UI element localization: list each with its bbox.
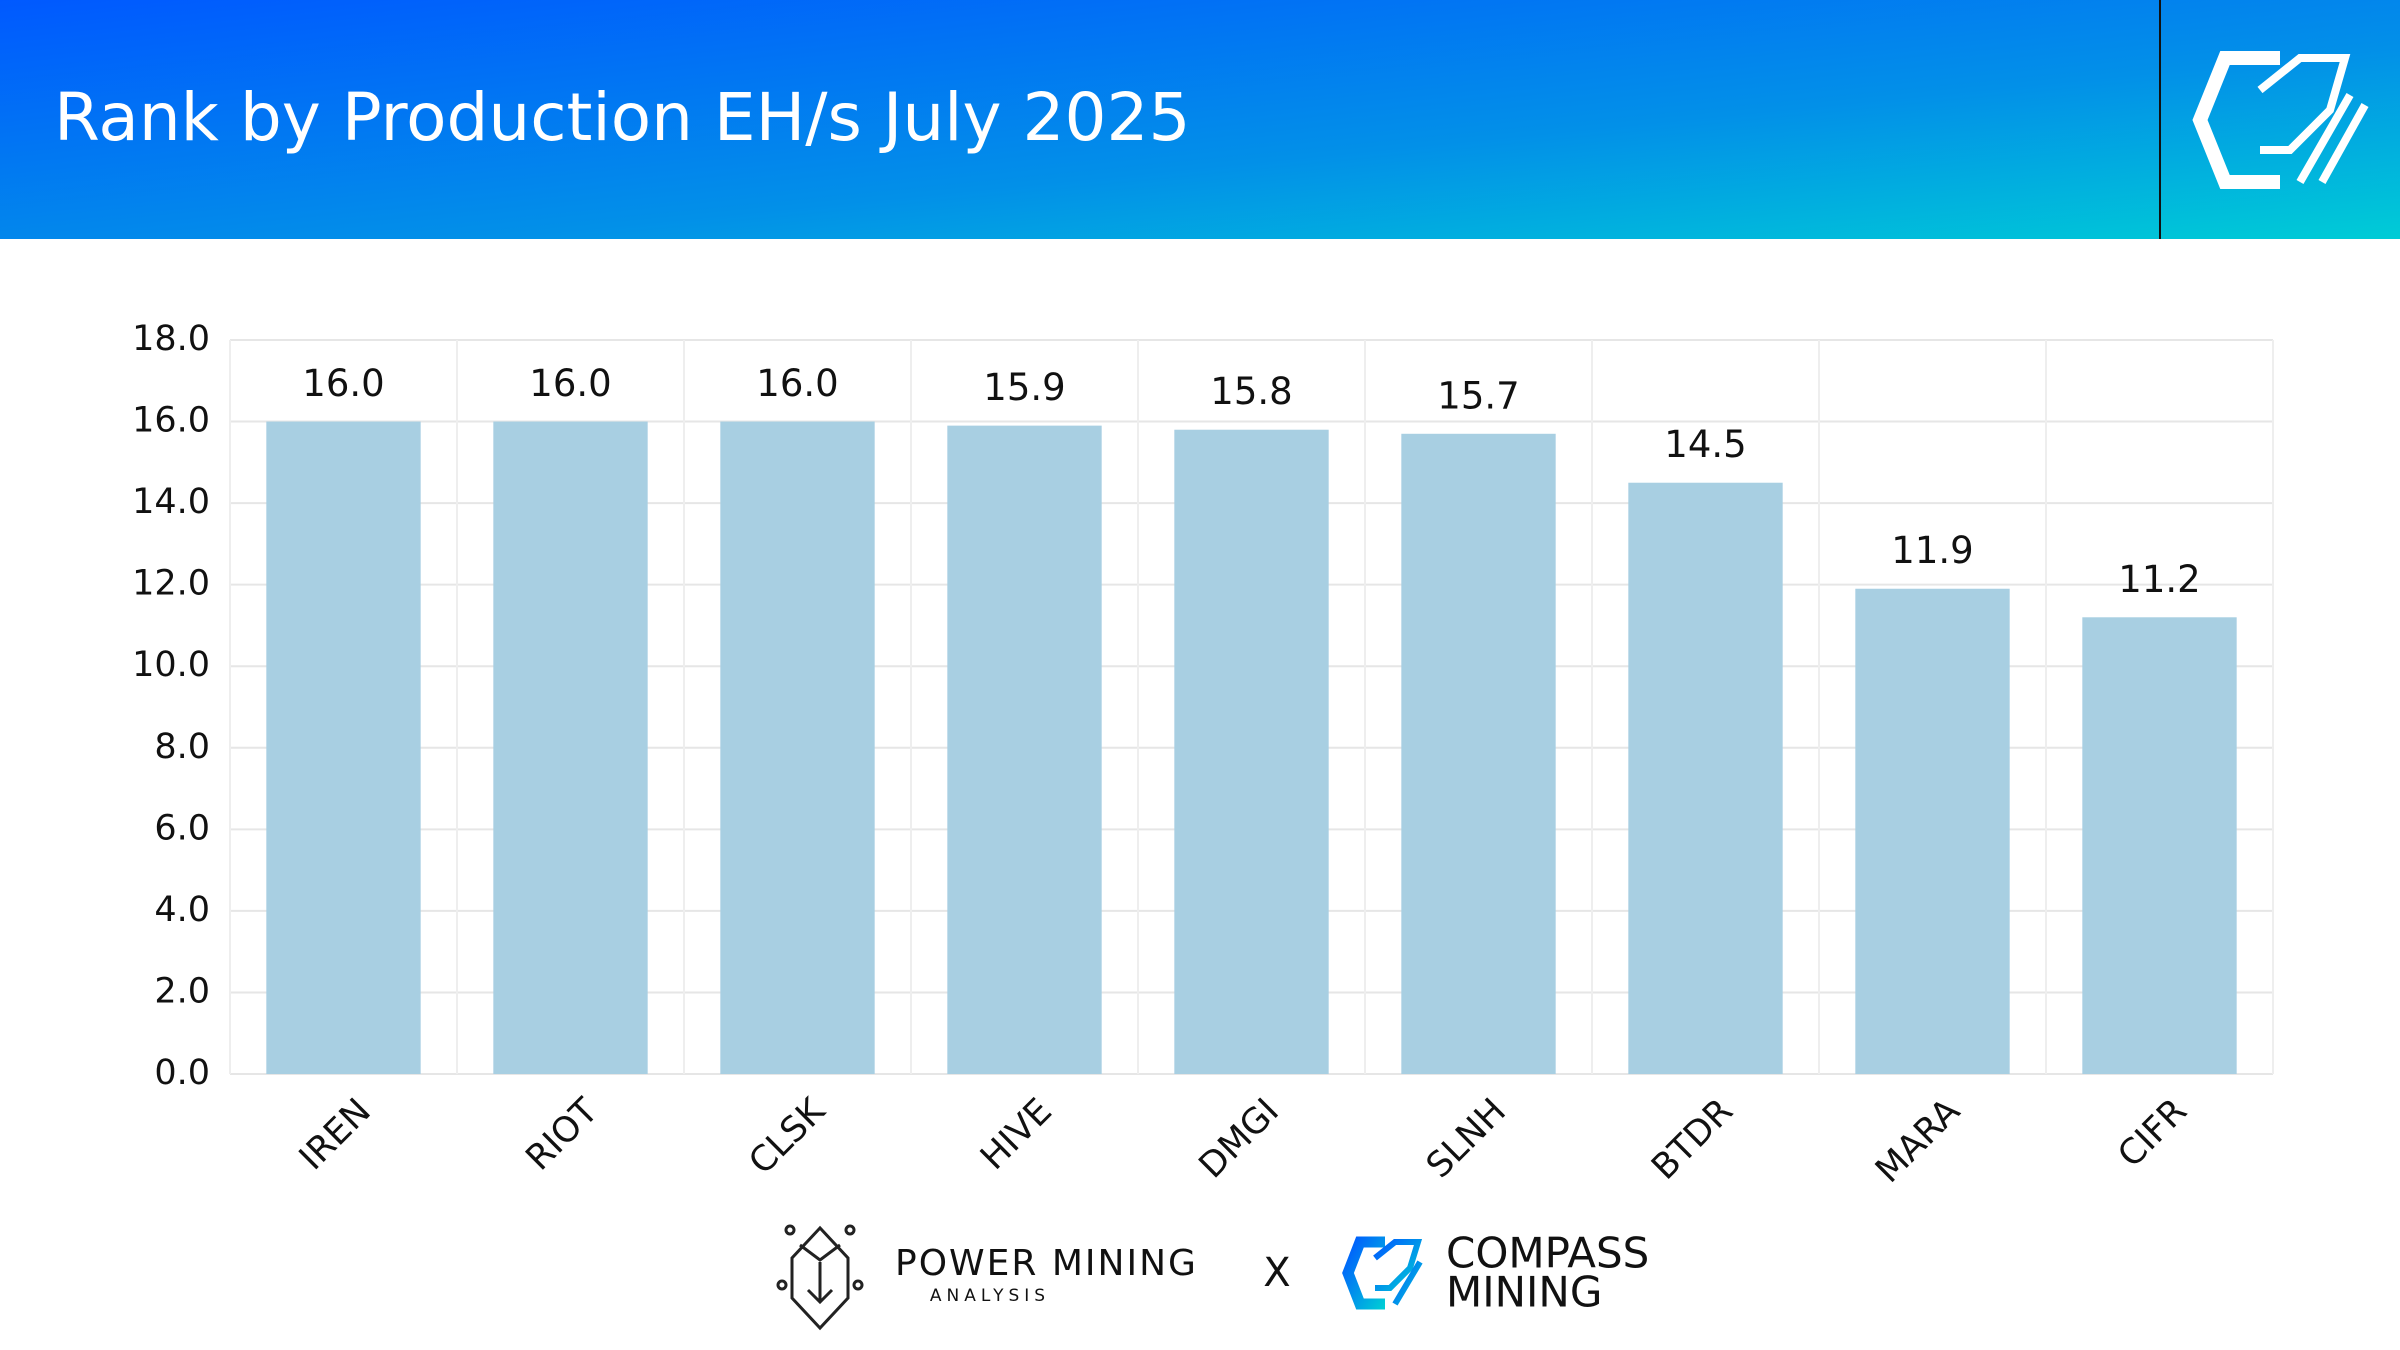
footer: POWER MINING ANALYSIS X COMPASS MINING [776, 1224, 1649, 1331]
bar [1855, 588, 2010, 1074]
y-tick-label: 2.0 [154, 971, 210, 1011]
bar [720, 421, 875, 1074]
bar [1628, 482, 1783, 1074]
y-tick-label: 8.0 [154, 727, 210, 767]
y-tick-label: 18.0 [132, 319, 210, 359]
x-tick-label: HIVE [973, 1091, 1060, 1178]
footer-brand: MINING [1446, 1268, 1602, 1317]
bar [947, 425, 1102, 1075]
x-tick-label: MARA [1868, 1091, 1968, 1191]
value-label: 11.9 [1891, 529, 1973, 572]
y-tick-label: 0.0 [154, 1053, 210, 1093]
value-label: 16.0 [302, 362, 384, 405]
y-tick-label: 4.0 [154, 890, 210, 930]
x-tick-label: RIOT [519, 1091, 607, 1179]
x-tick-label: CLSK [742, 1090, 834, 1182]
header-band [0, 0, 2400, 239]
y-tick-label: 6.0 [154, 808, 210, 848]
value-label: 15.8 [1210, 370, 1292, 413]
footer-separator: X [1263, 1250, 1290, 1296]
bar [1174, 429, 1329, 1074]
header-logo [2192, 51, 2369, 189]
value-label: 14.5 [1664, 423, 1746, 466]
y-tick-label: 12.0 [132, 564, 210, 604]
bar [1401, 433, 1556, 1074]
compass-logo [1342, 1236, 1423, 1310]
bar [493, 421, 648, 1074]
bar [266, 421, 421, 1074]
x-tick-label: CIFR [2111, 1091, 2195, 1175]
value-label: 15.7 [1437, 374, 1519, 417]
lion-logo [776, 1224, 864, 1331]
value-label: 16.0 [529, 362, 611, 405]
x-tick-label: IREN [292, 1091, 379, 1178]
value-label: 15.9 [983, 366, 1065, 409]
y-tick-label: 16.0 [132, 401, 210, 441]
footer-brand: COMPASS [1446, 1229, 1649, 1278]
y-tick-label: 10.0 [132, 645, 210, 685]
value-label: 16.0 [756, 362, 838, 405]
value-label: 11.2 [2118, 558, 2200, 601]
x-tick-label: DMGI [1192, 1091, 1287, 1186]
bar [2082, 617, 2237, 1074]
x-tick-label: BTDR [1644, 1091, 1741, 1188]
footer-brand-sub: ANALYSIS [930, 1286, 1050, 1306]
chart-title: Rank by Production EH/s July 2025 [54, 79, 1191, 156]
x-tick-label: SLNH [1419, 1091, 1514, 1186]
footer-brand: POWER MINING [895, 1243, 1198, 1284]
y-tick-label: 14.0 [132, 482, 210, 522]
